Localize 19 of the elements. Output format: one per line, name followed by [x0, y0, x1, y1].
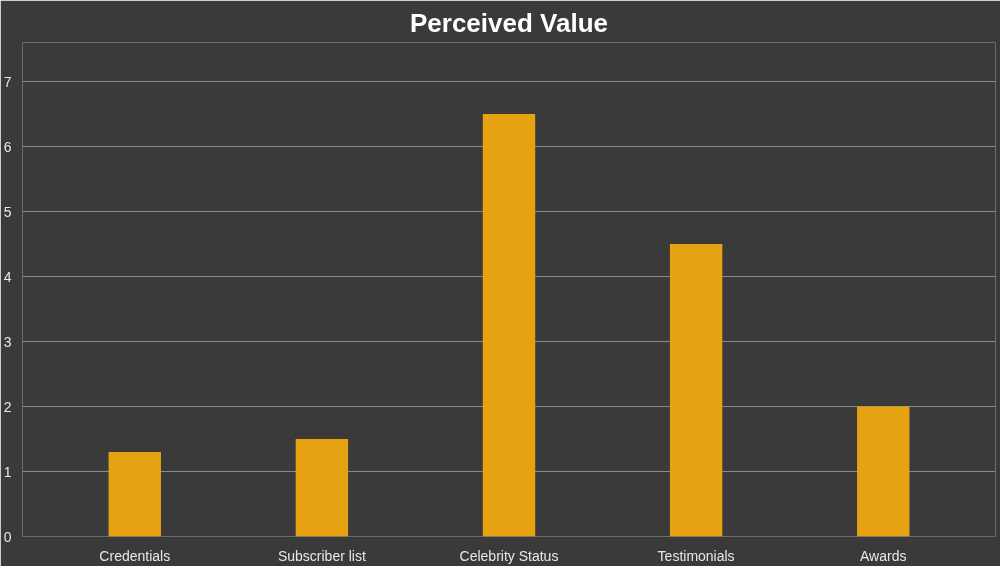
y-tick-label: 0 — [3, 528, 12, 545]
x-tick-label: Credentials — [99, 547, 171, 564]
y-tick-label: 1 — [3, 463, 12, 480]
bar — [295, 439, 349, 537]
x-tick-label: Testimonials — [657, 547, 735, 564]
y-tick-label: 7 — [3, 73, 12, 90]
x-tick-label: Awards — [860, 547, 907, 564]
y-tick-label: 2 — [3, 398, 12, 415]
chart-title: Perceived Value — [409, 7, 609, 38]
bar — [857, 406, 910, 537]
bar — [482, 114, 536, 537]
bar — [669, 244, 723, 537]
x-tick-label: Celebrity Status — [459, 547, 559, 564]
y-tick-label: 5 — [3, 203, 12, 220]
y-tick-label: 4 — [3, 268, 12, 285]
y-tick-label: 3 — [3, 333, 12, 350]
y-tick-label: 6 — [3, 138, 12, 155]
bar — [108, 452, 161, 537]
x-tick-label: Subscriber list — [277, 547, 366, 564]
